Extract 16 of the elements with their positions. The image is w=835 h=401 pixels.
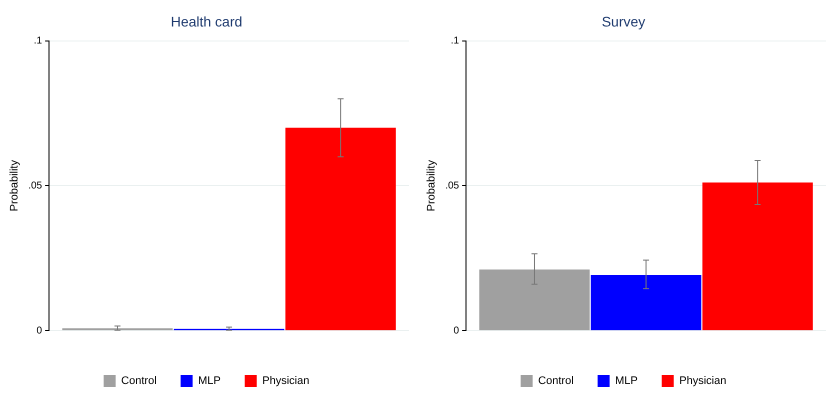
- y-tick-label: .1: [450, 36, 460, 47]
- y-tick-label: 0: [36, 325, 43, 336]
- legend-label: Control: [121, 375, 157, 388]
- y-tick-label: 0: [454, 325, 460, 336]
- legend-label: MLP: [615, 375, 638, 388]
- y-axis-title: Probability: [8, 160, 21, 212]
- y-axis-title: Probability: [426, 160, 438, 212]
- legend-label: Control: [538, 375, 574, 388]
- legend-label: Physician: [262, 375, 310, 388]
- y-tick-label: .05: [445, 180, 460, 192]
- y-tick-label: .05: [28, 180, 43, 192]
- legend-label: MLP: [198, 375, 221, 388]
- legend-label: Physician: [679, 375, 726, 388]
- chart-title: Survey: [602, 13, 646, 30]
- chart-title: Health card: [170, 13, 242, 30]
- y-tick-label: .1: [34, 36, 43, 47]
